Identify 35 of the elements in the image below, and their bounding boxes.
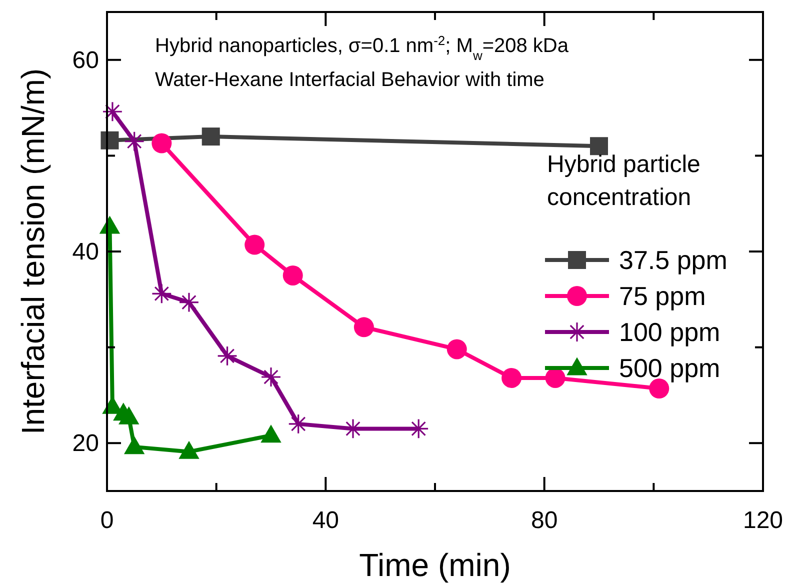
point <box>649 378 670 398</box>
point <box>118 406 140 424</box>
legend-label: 500 ppm <box>619 353 720 383</box>
point <box>217 346 238 366</box>
y-tick-label: 40 <box>72 238 99 266</box>
y-tick-label: 20 <box>72 430 99 458</box>
point <box>446 339 467 360</box>
x-tick-label: 80 <box>530 507 558 534</box>
point <box>502 368 522 388</box>
annotation: Water-Hexane Interfacial Behavior with time <box>155 69 544 91</box>
point <box>178 440 200 459</box>
point <box>244 234 265 255</box>
y-axis-title: Interfacial tension (mN/m) <box>15 68 51 435</box>
point <box>590 137 608 156</box>
point <box>124 131 145 152</box>
y-tick-label: 60 <box>72 46 99 74</box>
point <box>202 128 220 146</box>
point <box>151 283 172 304</box>
legend-label: 100 ppm <box>619 317 720 347</box>
point <box>260 366 282 388</box>
point <box>124 436 145 454</box>
legend-title: Hybrid particle concentration <box>547 151 700 211</box>
point <box>260 424 282 443</box>
point <box>354 317 374 338</box>
legend-label: 37.5 ppm <box>619 245 728 275</box>
x-tick-label: 120 <box>742 507 784 534</box>
x-axis-title: Time (min) <box>359 547 511 583</box>
legend-label: 75 ppm <box>619 281 706 311</box>
point <box>102 101 123 122</box>
x-tick-label: 40 <box>312 507 340 534</box>
point <box>178 292 200 313</box>
annotation: Hybrid nanoparticles, σ=0.1 nm$^{-2}$; M$_{w}$=208 kDa <box>155 32 570 62</box>
point <box>282 265 303 286</box>
x-tick-label: 0 <box>100 507 114 534</box>
point <box>152 133 172 154</box>
